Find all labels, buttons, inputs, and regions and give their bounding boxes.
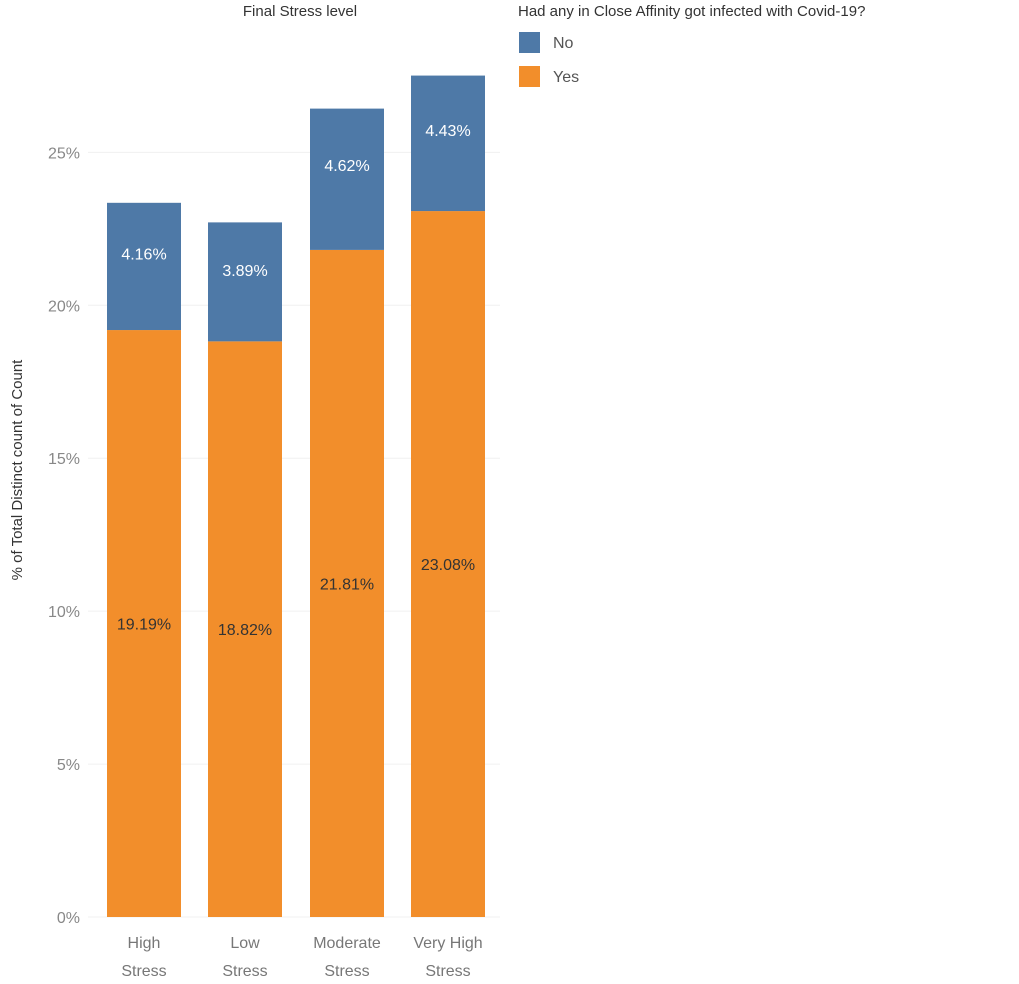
y-tick-label: 25% — [48, 145, 80, 162]
chart-title: Final Stress level — [243, 3, 357, 20]
bar-yes-0 — [107, 330, 181, 918]
x-category-label: Very High Stress — [413, 935, 482, 980]
data-label: 4.62% — [324, 158, 369, 175]
bar-no-0 — [107, 202, 181, 331]
legend-label-yes: Yes — [553, 69, 579, 86]
data-label: 21.81% — [320, 576, 374, 593]
data-label: 19.19% — [117, 617, 171, 634]
y-tick-label: 0% — [57, 910, 80, 927]
x-axis-categories: High Stress Low Stress Moderate Stress Very Hi… — [121, 935, 482, 980]
x-category-label: High Stress — [121, 935, 166, 980]
legend-title: Had any in Close Affinity got infected w… — [518, 3, 865, 20]
bar-no-3 — [411, 75, 485, 212]
x-category-label: Moderate Stress — [313, 935, 381, 980]
data-label: 23.08% — [421, 557, 475, 574]
y-axis-title: % of Total Distinct count of Count — [9, 359, 26, 581]
bar-yes-2 — [310, 249, 384, 918]
bar-yes-1 — [208, 341, 282, 918]
data-label: 3.89% — [222, 263, 267, 280]
data-label: 4.16% — [121, 247, 166, 264]
bar-no-2 — [310, 108, 384, 250]
data-label: 18.82% — [218, 622, 272, 639]
x-category-label: Low Stress — [222, 935, 267, 980]
y-tick-label: 15% — [48, 451, 80, 468]
y-tick-label: 10% — [48, 604, 80, 621]
legend-swatch-yes — [519, 66, 540, 87]
bars — [107, 75, 485, 918]
y-tick-label: 5% — [57, 757, 80, 774]
y-axis-ticks: 0% 5% 10% 15% 20% 25% — [48, 145, 80, 927]
legend: Had any in Close Affinity got infected w… — [518, 3, 865, 87]
data-label: 4.43% — [425, 123, 470, 140]
bar-no-1 — [208, 222, 282, 342]
bar-yes-3 — [411, 211, 485, 918]
legend-label-no: No — [553, 35, 574, 52]
y-tick-label: 20% — [48, 298, 80, 315]
legend-swatch-no — [519, 32, 540, 53]
data-labels: 19.19% 4.16% 18.82% 3.89% 21.81% 4.62% 23.08% 4… — [117, 123, 475, 639]
